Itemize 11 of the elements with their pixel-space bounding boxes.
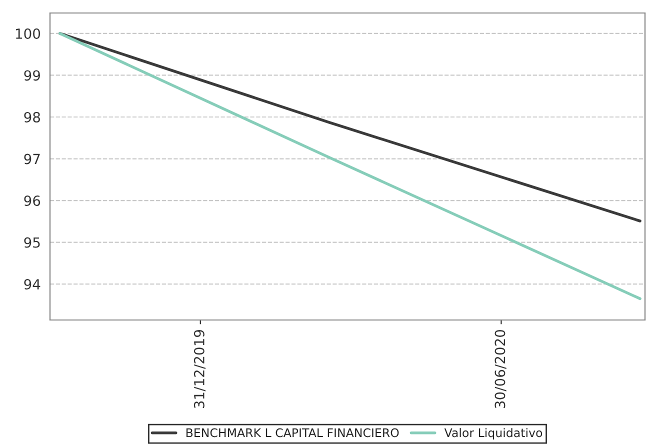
- y-tick-label: 100: [16, 28, 40, 39]
- y-tick-label: 99: [24, 70, 40, 81]
- y-tick-label: 97: [24, 154, 40, 164]
- y-tick-label: 96: [24, 196, 40, 206]
- y-tick-label: 98: [24, 112, 40, 122]
- legend-label: BENCHMARK L CAPITAL FINANCIERO: [186, 428, 399, 438]
- y-tick-label: 95: [24, 237, 40, 248]
- y-tick-label: 94: [24, 279, 40, 290]
- x-tick-label: 31/12/2019: [194, 330, 206, 408]
- x-tick-label: 30/06/2020: [494, 330, 506, 408]
- legend-label: Valor Liquidativo: [444, 428, 542, 440]
